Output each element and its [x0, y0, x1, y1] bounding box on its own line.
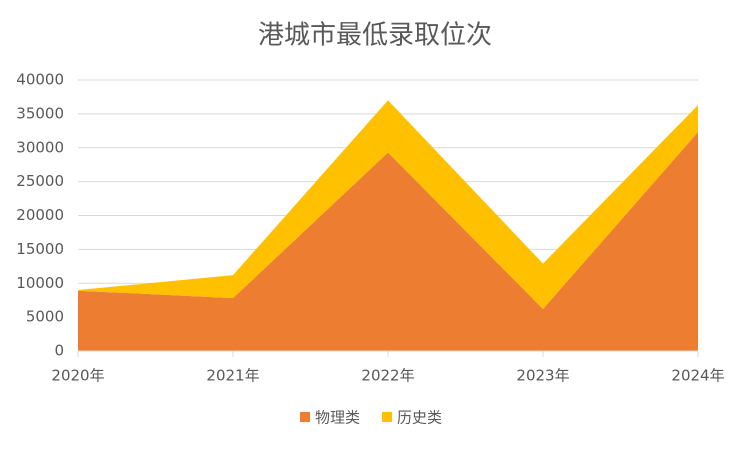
legend-label: 历史类: [397, 409, 442, 427]
legend-swatch: [300, 412, 310, 422]
legend-label: 物理类: [315, 409, 360, 427]
x-tick-label: 2023年: [516, 367, 569, 385]
y-tick-label: 35000: [16, 104, 64, 122]
x-tick-label: 2020年: [51, 367, 104, 385]
y-tick-label: 40000: [16, 71, 64, 89]
y-tick-label: 30000: [16, 138, 64, 156]
legend-swatch: [382, 412, 393, 422]
y-tick-label: 20000: [16, 206, 64, 224]
x-tick-label: 2021年: [206, 367, 259, 385]
y-tick-label: 10000: [16, 274, 64, 292]
x-tick-label: 2022年: [361, 367, 414, 385]
chart-title: 港城市最低录取位次: [258, 21, 492, 51]
y-tick-label: 0: [54, 342, 64, 360]
y-tick-label: 5000: [26, 308, 64, 326]
area: [78, 132, 698, 351]
y-tick-label: 25000: [16, 172, 64, 190]
x-tick-label: 2024年: [671, 367, 724, 385]
y-tick-label: 15000: [16, 240, 64, 258]
area: [78, 100, 698, 309]
